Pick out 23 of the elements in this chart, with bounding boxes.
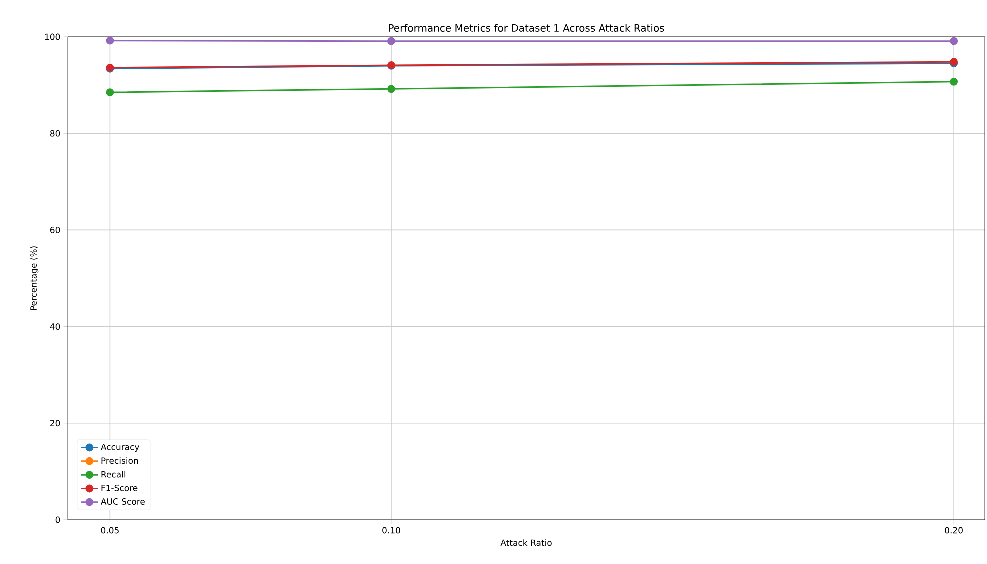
y-axis-title: Percentage (%)	[30, 246, 39, 310]
y-tick-label: 0	[56, 516, 60, 524]
y-tick-label: 80	[50, 130, 60, 137]
x-tick-label: 0.20	[945, 527, 963, 534]
y-tick-label: 60	[50, 226, 60, 234]
legend-label: Accuracy	[101, 444, 140, 452]
legend-label: AUC Score	[101, 498, 145, 505]
legend-label: Precision	[102, 457, 138, 464]
point	[950, 78, 958, 86]
y-tick-label: 20	[50, 420, 60, 427]
point	[106, 88, 114, 96]
x-tick-label: 0.05	[101, 527, 119, 534]
y-tick-label: 40	[50, 324, 60, 330]
x-tick-label: 0.10	[382, 527, 400, 534]
x-axis-title: Attack Ratio	[500, 540, 552, 546]
legend-label: Recall	[102, 471, 126, 478]
point	[950, 37, 958, 46]
point	[106, 36, 114, 45]
point	[388, 85, 396, 94]
legend-label: F1-Score	[102, 484, 138, 492]
point	[388, 37, 396, 46]
chart-title: Performance Metrics for Dataset 1 Across Attack Ratios	[389, 24, 664, 32]
y-tick-label: 100	[45, 34, 60, 40]
